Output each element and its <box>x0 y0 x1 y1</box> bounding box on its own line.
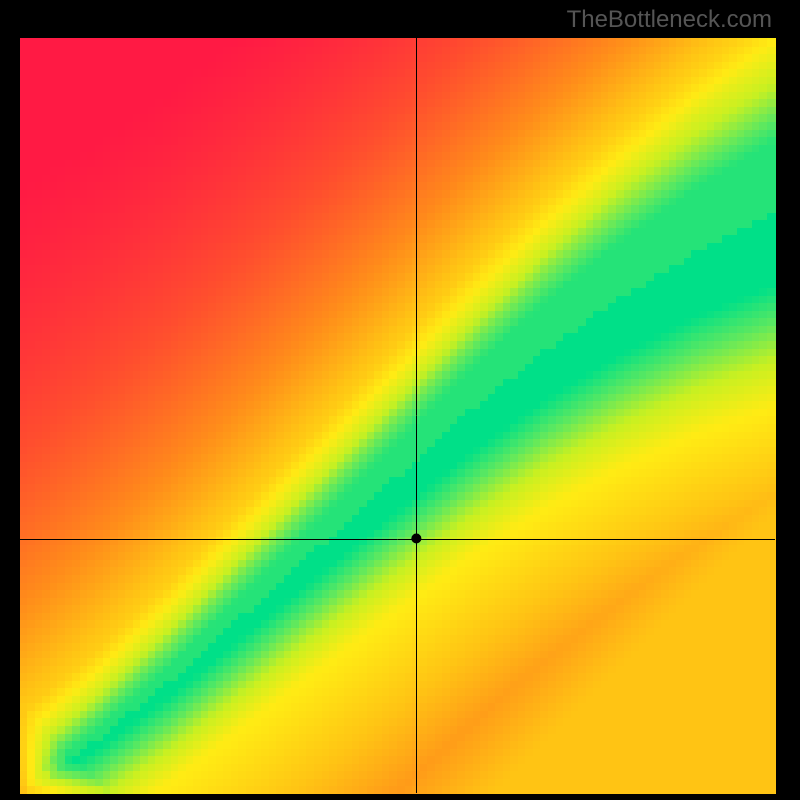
watermark-text: TheBottleneck.com <box>567 6 772 34</box>
plot-container: TheBottleneck.com <box>0 0 800 800</box>
bottleneck-heatmap <box>0 0 800 800</box>
